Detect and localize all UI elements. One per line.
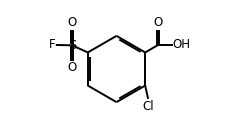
Text: O: O <box>67 61 77 74</box>
Text: F: F <box>49 39 56 51</box>
Text: O: O <box>154 16 163 29</box>
Text: S: S <box>68 39 76 52</box>
Text: O: O <box>67 16 77 29</box>
Text: Cl: Cl <box>142 100 154 113</box>
Text: OH: OH <box>173 38 191 51</box>
